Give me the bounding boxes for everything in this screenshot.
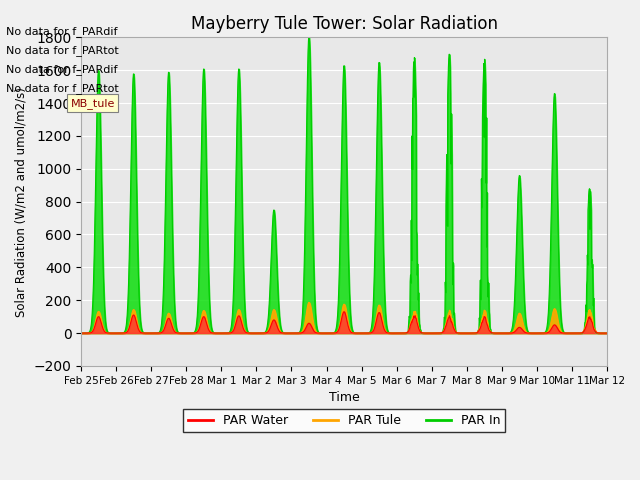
Title: Mayberry Tule Tower: Solar Radiation: Mayberry Tule Tower: Solar Radiation [191,15,497,33]
Text: No data for f_PARdif: No data for f_PARdif [6,64,118,75]
Y-axis label: Solar Radiation (W/m2 and umol/m2/s): Solar Radiation (W/m2 and umol/m2/s) [15,87,28,317]
Text: MB_tule: MB_tule [70,97,115,108]
Legend: PAR Water, PAR Tule, PAR In: PAR Water, PAR Tule, PAR In [183,409,506,432]
X-axis label: Time: Time [329,391,360,404]
Text: No data for f_PARtot: No data for f_PARtot [6,45,119,56]
Text: No data for f_PARdif: No data for f_PARdif [6,25,118,36]
Text: No data for f_PARtot: No data for f_PARtot [6,83,119,94]
